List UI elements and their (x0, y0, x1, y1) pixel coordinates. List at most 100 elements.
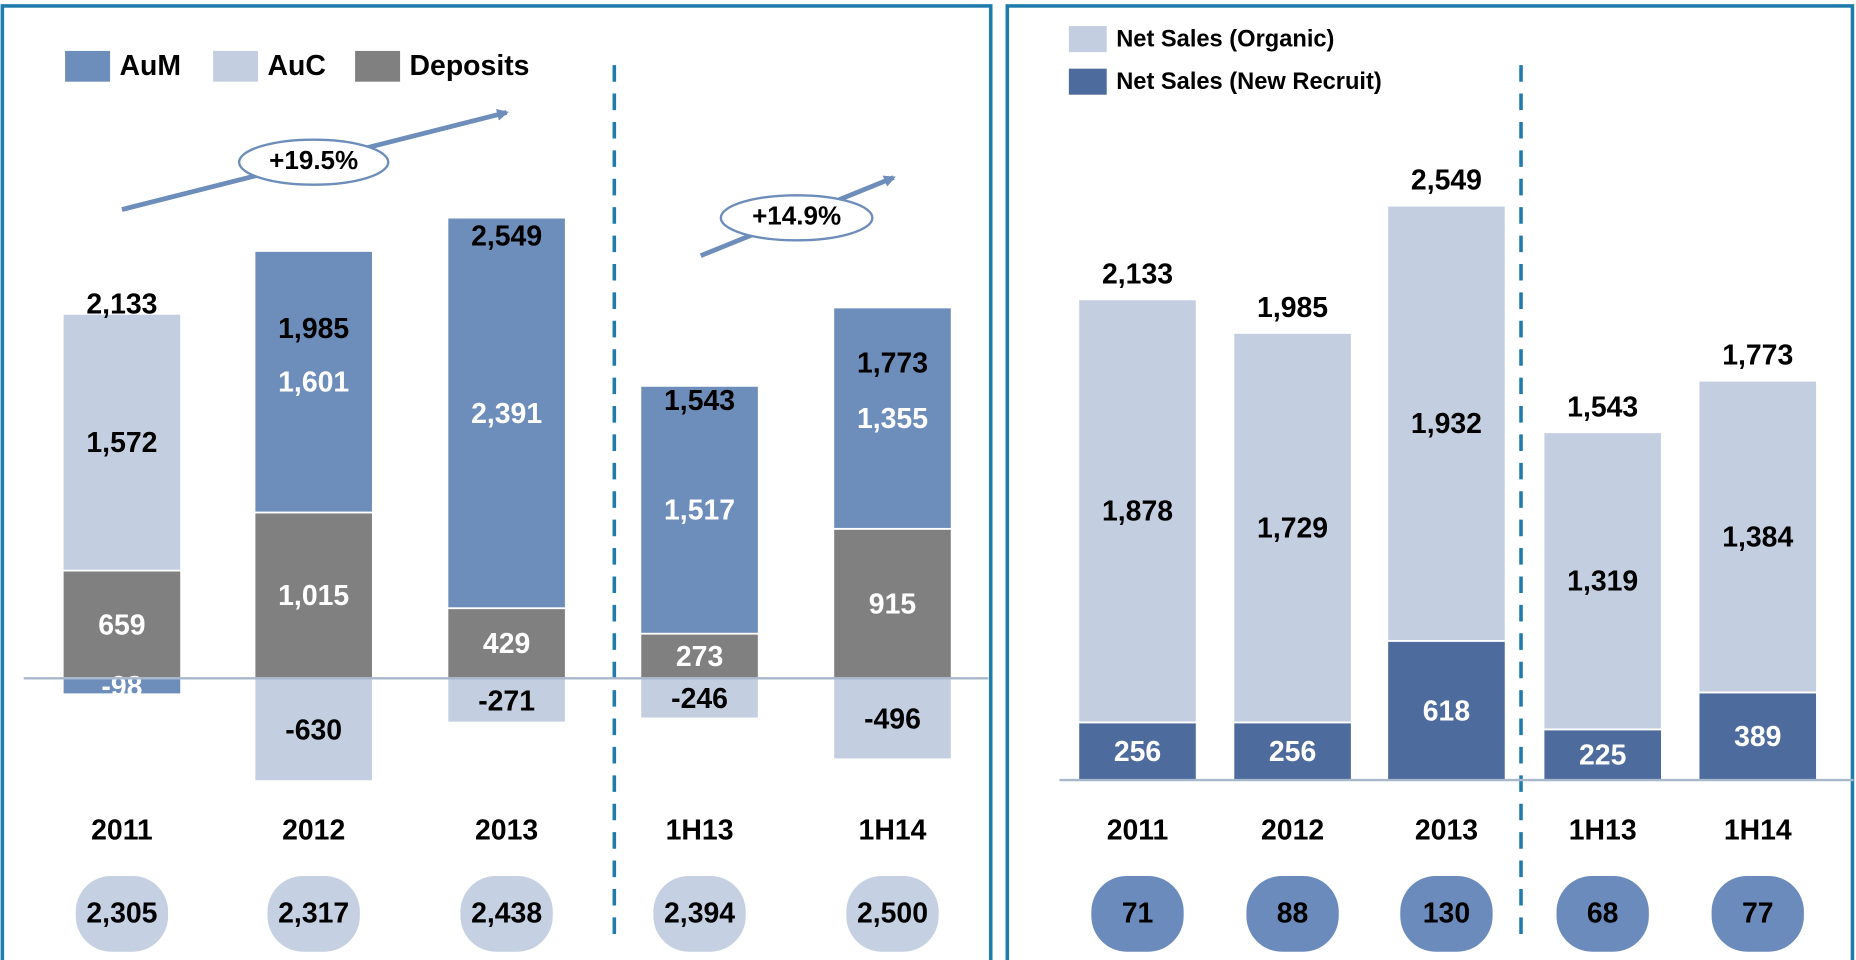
footer-label: 71 (1122, 898, 1154, 930)
total-label: 2,549 (471, 221, 542, 253)
bar-segment (639, 384, 760, 635)
bar-segment (1077, 298, 1198, 724)
segment-label: 618 (1423, 695, 1470, 727)
bar-segment (446, 607, 567, 680)
segment-label: 389 (1734, 721, 1781, 753)
footer-label: 77 (1742, 898, 1774, 930)
segment-label: -271 (478, 685, 535, 717)
x-tick-label: 1H14 (1724, 815, 1792, 847)
legend-swatch (1068, 68, 1107, 95)
growth-label: +19.5% (269, 145, 358, 175)
total-label: 1,543 (664, 385, 735, 417)
total-label: 2,549 (1411, 165, 1482, 197)
segment-label: 1,878 (1102, 496, 1173, 528)
legend-swatch (213, 50, 259, 82)
footer-pill (1246, 875, 1339, 952)
legend-label: AuM (120, 50, 182, 82)
footer-label: 2,438 (471, 898, 542, 930)
bar-segment (639, 677, 760, 720)
footer-pill (653, 875, 746, 952)
growth-label: +14.9% (752, 201, 841, 231)
footer-pill (1711, 875, 1804, 952)
footer-pill (1091, 875, 1184, 952)
segment-label: 273 (676, 641, 723, 673)
total-label: 2,133 (86, 289, 157, 321)
legend-swatch (355, 50, 401, 82)
legend-swatch (1068, 26, 1107, 53)
footer-pill (460, 875, 553, 952)
footer-label: 2,305 (86, 898, 157, 930)
segment-label: -630 (285, 715, 342, 747)
segment-label: 659 (98, 609, 145, 641)
segment-label: 1,729 (1257, 513, 1328, 545)
bar-segment (61, 569, 182, 680)
footer-pill (846, 875, 939, 952)
segment-label: 256 (1114, 736, 1161, 768)
total-label: 1,773 (857, 347, 928, 379)
footer-label: 2,394 (664, 898, 735, 930)
footer-label: 2,500 (857, 898, 928, 930)
segment-label: 1,601 (278, 367, 349, 399)
bar-segment (639, 632, 760, 680)
total-label: 1,543 (1567, 391, 1638, 423)
segment-label: -246 (671, 683, 728, 715)
segment-label: -496 (864, 704, 921, 736)
footer-pill (75, 875, 169, 952)
x-tick-label: 2011 (91, 815, 153, 847)
bar-segment (1386, 204, 1507, 642)
bar-segment (1697, 691, 1818, 781)
x-tick-label: 2012 (282, 815, 345, 847)
footer-pill (267, 875, 360, 952)
bar-segment (1697, 379, 1818, 694)
bar-segment (1542, 431, 1663, 731)
segment-label: 1,355 (857, 403, 928, 435)
segment-label: -98 (101, 671, 142, 703)
x-tick-label: 1H13 (1569, 815, 1637, 847)
x-tick-label: 2012 (1261, 815, 1324, 847)
segment-label: 225 (1579, 740, 1626, 772)
growth-badge (237, 138, 390, 186)
total-label: 1,985 (1257, 292, 1328, 324)
bar-segment (832, 306, 953, 530)
bar-segment (253, 677, 374, 783)
segment-label: 2,391 (471, 398, 542, 430)
footer-label: 2,317 (278, 898, 349, 930)
segment-label: 256 (1269, 736, 1316, 768)
x-tick-label: 1H13 (666, 815, 734, 847)
growth-badge (719, 194, 874, 242)
footer-pill (1400, 875, 1493, 952)
x-tick-label: 2013 (1415, 815, 1478, 847)
bar-segment (446, 677, 567, 724)
segment-label: 1,932 (1411, 408, 1482, 440)
x-tick-label: 2011 (1107, 815, 1169, 847)
footer-label: 130 (1423, 898, 1470, 930)
legend-label: Net Sales (Organic) (1116, 27, 1334, 53)
segment-label: 1,015 (278, 580, 349, 612)
total-label: 1,773 (1722, 340, 1793, 372)
segment-label: 1,384 (1722, 521, 1793, 553)
segment-label: 429 (483, 628, 530, 660)
footer-pill (1556, 875, 1649, 952)
bar-segment (253, 250, 374, 514)
total-label: 1,985 (278, 313, 349, 345)
segment-label: 1,319 (1567, 566, 1638, 598)
footer-label: 68 (1587, 898, 1619, 930)
footer-label: 88 (1277, 898, 1309, 930)
legend-label: AuC (268, 50, 326, 82)
segment-label: 1,517 (664, 495, 735, 527)
bar-segment (446, 216, 567, 610)
legend-swatch (65, 50, 111, 82)
bar-segment (1232, 332, 1353, 724)
total-label: 2,133 (1102, 258, 1173, 290)
right-panel (1005, 4, 1855, 960)
x-tick-label: 2013 (475, 815, 538, 847)
segment-label: 915 (869, 588, 916, 620)
legend-label: Net Sales (New Recruit) (1116, 69, 1382, 95)
segment-label: 1,572 (86, 427, 157, 459)
bar-segment (1232, 721, 1353, 781)
x-tick-label: 1H14 (859, 815, 927, 847)
bar-segment (1077, 721, 1198, 781)
left-panel (0, 4, 993, 960)
legend-label: Deposits (410, 50, 530, 82)
